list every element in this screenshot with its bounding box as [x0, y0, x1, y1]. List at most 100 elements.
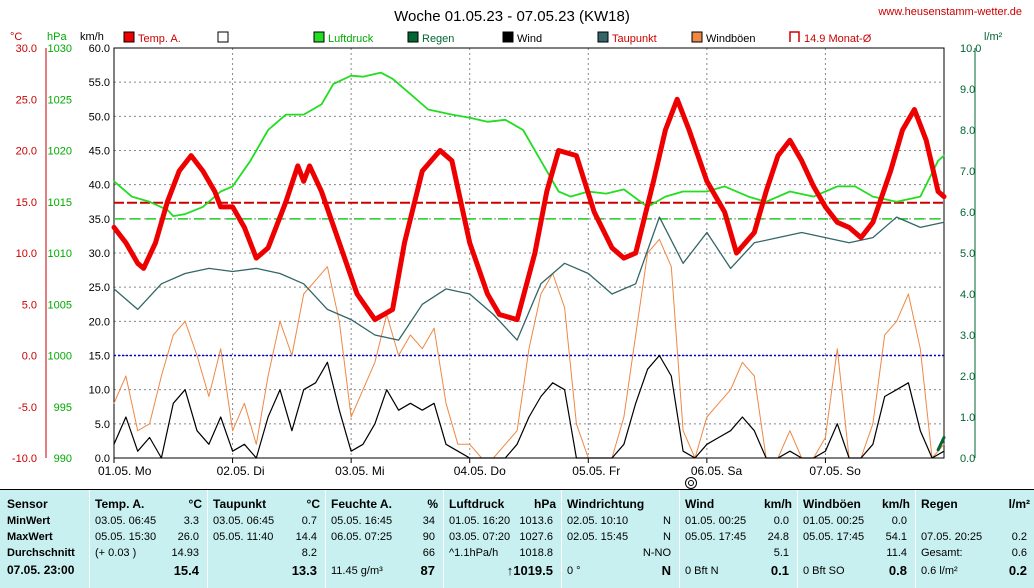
- kmh-tick-label: 40.0: [89, 180, 110, 192]
- col-wind: Wind km/h 01.05. 00:25 0.0 05.05. 17:45 …: [679, 490, 797, 588]
- dew-current: 13.3: [291, 563, 317, 578]
- legend-swatch: [217, 31, 229, 43]
- dew-max-time: 05.05. 11:40: [213, 531, 274, 543]
- temp-current: 15.4: [173, 563, 199, 578]
- dew-avg-val: 8.2: [301, 547, 317, 559]
- x-tick-label: 01.05. Mo: [98, 464, 152, 478]
- col-press: Luftdruck hPa 01.05. 16:20 1013.6 03.05.…: [443, 490, 561, 588]
- kmh-tick-label: 0.0: [95, 453, 110, 465]
- hum-min-time: 05.05. 16:45: [331, 515, 393, 527]
- hdr-wind: Wind: [685, 497, 715, 511]
- rain-tick-label: 3.0: [960, 330, 975, 342]
- hpa-tick-label: 990: [54, 453, 72, 465]
- press-max-val: 1027.6: [519, 531, 553, 543]
- rain-tick-label: 6.0: [960, 207, 975, 219]
- kmh-tick-label: 60.0: [89, 43, 110, 55]
- kmh-tick-label: 5.0: [95, 419, 110, 431]
- wind-avg-val: 5.1: [773, 547, 789, 559]
- site-url[interactable]: www.heusenstamm-wetter.de: [877, 6, 1022, 18]
- rain-tick-label: 5.0: [960, 248, 975, 260]
- hdr-dew: Taupunkt: [213, 497, 267, 511]
- dir-min-time: 02.05. 10:10: [567, 515, 629, 527]
- kmh-unit-label: km/h: [80, 31, 104, 43]
- legend-swatch: [691, 31, 703, 43]
- hpa-tick-label: 1005: [48, 299, 72, 311]
- rain-tick-label: 9.0: [960, 84, 975, 96]
- temp-avg-note: (+ 0.03 ): [95, 547, 137, 559]
- gust-current: 0.8: [888, 563, 907, 578]
- kmh-tick-label: 15.0: [89, 351, 110, 363]
- temp-tick-label: 15.0: [16, 197, 37, 209]
- legend-swatch: [407, 31, 419, 43]
- gust-min-val: 0.0: [891, 515, 907, 527]
- temp-tick-label: 20.0: [16, 146, 37, 158]
- dir-avg-val: N-NO: [642, 547, 671, 559]
- gust-min-time: 01.05. 00:25: [803, 515, 865, 527]
- rain-tick-label: 10.0: [960, 43, 981, 55]
- legend-label: Luftdruck: [328, 33, 374, 45]
- press-trend: ^1.1hPa/h: [449, 547, 499, 559]
- temp-tick-label: 5.0: [22, 299, 37, 311]
- rain-unit-label: l/m²: [984, 31, 1003, 43]
- hpa-tick-label: 995: [54, 402, 72, 414]
- temp-tick-label: -5.0: [18, 402, 37, 414]
- hum-min-val: 34: [422, 515, 435, 527]
- kmh-tick-label: 55.0: [89, 77, 110, 89]
- col-dir: Windrichtung 02.05. 10:10 N 02.05. 15:45…: [561, 490, 679, 588]
- rain-tick-label: 1.0: [960, 412, 975, 424]
- temp-max-val: 26.0: [177, 531, 199, 543]
- hum-max-val: 90: [422, 531, 435, 543]
- kmh-tick-label: 25.0: [89, 282, 110, 294]
- row-label-date: 07.05. 23:00: [7, 563, 75, 577]
- chart-plot-area: [111, 71, 947, 459]
- legend-label: Taupunkt: [612, 33, 657, 45]
- x-tick-label: 02.05. Di: [217, 464, 265, 478]
- wind-max-val: 24.8: [767, 531, 789, 543]
- hpa-unit-label: hPa: [47, 31, 67, 43]
- rain-tick-label: 4.0: [960, 289, 975, 301]
- temp-tick-label: 30.0: [16, 43, 37, 55]
- hdr-press: Luftdruck: [449, 497, 505, 511]
- series-regen: [936, 436, 946, 452]
- wind-max-time: 05.05. 17:45: [685, 531, 747, 543]
- press-min-val: 1013.6: [519, 515, 553, 527]
- kmh-tick-label: 50.0: [89, 111, 110, 123]
- wind-current: 0.1: [770, 563, 789, 578]
- unit-dew: °C: [306, 497, 320, 511]
- legend-label: Windböen: [706, 33, 756, 45]
- kmh-tick-label: 35.0: [89, 214, 110, 226]
- gust-bft: 0 Bft SO: [803, 565, 845, 577]
- col-temp: Temp. A. °C 03.05. 06:45 3.3 05.05. 15:3…: [89, 490, 207, 588]
- unit-gust: km/h: [881, 497, 910, 511]
- kmh-tick-label: 10.0: [89, 385, 110, 397]
- rain-tick-label: 7.0: [960, 166, 975, 178]
- series-wind: [113, 354, 945, 459]
- rain-tick-label: 0.0: [960, 453, 975, 465]
- hpa-tick-label: 1015: [48, 197, 72, 209]
- hpa-tick-label: 1030: [48, 43, 72, 55]
- x-tick-label: 05.05. Fr: [572, 464, 620, 478]
- hpa-tick-label: 1010: [48, 248, 72, 260]
- hum-avg-val: 66: [422, 547, 435, 559]
- plot-frame: [113, 47, 945, 459]
- press-max-time: 03.05. 07:20: [449, 531, 511, 543]
- rain-max-val: 0.2: [1011, 531, 1027, 543]
- hpa-tick-label: 1025: [48, 94, 72, 106]
- x-tick-label: 03.05. Mi: [335, 464, 384, 478]
- series-taupunkt: [113, 216, 945, 341]
- hpa-tick-label: 1000: [48, 351, 72, 363]
- hdr-rain: Regen: [921, 497, 958, 511]
- dir-min-val: N: [663, 515, 671, 527]
- rain-cur-label: 0.6 l/m²: [921, 565, 958, 577]
- col-hum: Feuchte A. % 05.05. 16:45 34 06.05. 07:2…: [325, 490, 443, 588]
- dir-current: N: [661, 563, 671, 578]
- hdr-dir: Windrichtung: [567, 497, 645, 511]
- hdr-sensor: Sensor: [7, 497, 48, 511]
- scroll-handle-icon[interactable]: [685, 477, 697, 489]
- dir-deg: 0 °: [567, 565, 581, 577]
- rain-total-label: Gesamt:: [921, 547, 963, 559]
- hum-max-time: 06.05. 07:25: [331, 531, 393, 543]
- temp-unit-label: °C: [10, 31, 22, 43]
- x-axis-labels: 01.05. Mo 02.05. Di 03.05. Mi 04.05. Do 05.0…: [98, 464, 861, 478]
- row-label-avg: Durchschnitt: [7, 547, 75, 559]
